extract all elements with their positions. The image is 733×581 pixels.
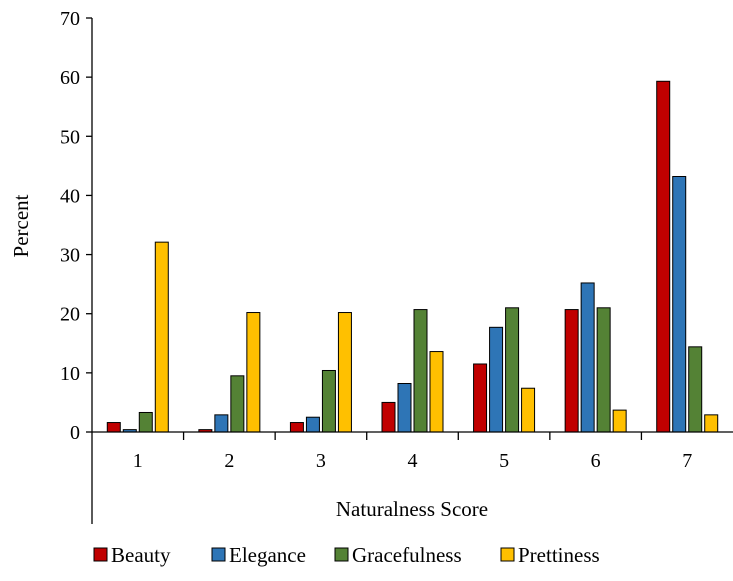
- y-axis-ticks: 0 10 20 30 40 50 60 70: [60, 8, 92, 444]
- legend-label-gracefulness: Gracefulness: [352, 543, 462, 567]
- y-tick-label: 20: [60, 304, 80, 326]
- bar-elegance-2: [214, 414, 229, 433]
- legend-label-elegance: Elegance: [229, 543, 306, 567]
- bar-elegance-7: [672, 176, 687, 433]
- x-tick-label: 6: [591, 450, 601, 472]
- y-tick-label: 60: [60, 67, 80, 89]
- bar-elegance-4: [397, 383, 412, 433]
- y-tick-label: 30: [60, 245, 80, 267]
- x-tick-label: 1: [133, 450, 143, 472]
- y-tick-label: 10: [60, 363, 80, 385]
- bar-beauty-6: [564, 309, 579, 433]
- bar-beauty-1: [106, 422, 121, 433]
- bars-layer: [106, 80, 719, 433]
- x-axis-title: Naturalness Score: [336, 497, 488, 521]
- bar-elegance-6: [580, 282, 595, 433]
- x-axis-ticks: 1 2 3 4 5 6 7: [133, 432, 692, 472]
- y-axis-title: Percent: [9, 194, 33, 257]
- bar-gracefulness-2: [230, 375, 245, 433]
- bar-elegance-3: [305, 416, 320, 433]
- x-tick-label: 7: [682, 450, 692, 472]
- legend: Beauty Elegance Gracefulness Prettiness: [93, 543, 600, 567]
- bar-prettiness-4: [429, 351, 444, 433]
- bar-beauty-7: [656, 80, 671, 433]
- bar-gracefulness-4: [413, 309, 428, 433]
- legend-swatch-beauty: [93, 547, 108, 562]
- legend-label-prettiness: Prettiness: [518, 543, 600, 567]
- y-tick-label: 0: [70, 422, 80, 444]
- bar-prettiness-2: [246, 312, 261, 433]
- bar-gracefulness-3: [321, 369, 336, 433]
- bar-gracefulness-1: [138, 411, 153, 433]
- bar-prettiness-1: [154, 241, 169, 433]
- x-tick-label: 4: [408, 450, 418, 472]
- legend-label-beauty: Beauty: [111, 543, 171, 567]
- x-tick-label: 5: [499, 450, 509, 472]
- y-tick-label: 50: [60, 126, 80, 148]
- bar-beauty-3: [289, 422, 304, 433]
- bar-gracefulness-6: [596, 307, 611, 433]
- y-tick-label: 70: [60, 8, 80, 30]
- bar-prettiness-6: [612, 409, 627, 433]
- legend-swatch-gracefulness: [334, 547, 349, 562]
- bar-beauty-4: [381, 401, 396, 433]
- bar-beauty-5: [473, 363, 488, 433]
- bar-prettiness-5: [521, 387, 536, 433]
- bar-gracefulness-7: [688, 346, 703, 433]
- x-tick-label: 3: [316, 450, 326, 472]
- bar-prettiness-7: [704, 414, 719, 433]
- bar-prettiness-3: [337, 312, 352, 433]
- legend-swatch-prettiness: [500, 547, 515, 562]
- bar-gracefulness-5: [505, 307, 520, 433]
- y-tick-label: 40: [60, 185, 80, 207]
- x-tick-label: 2: [224, 450, 234, 472]
- bar-elegance-5: [489, 326, 504, 433]
- legend-swatch-elegance: [211, 547, 226, 562]
